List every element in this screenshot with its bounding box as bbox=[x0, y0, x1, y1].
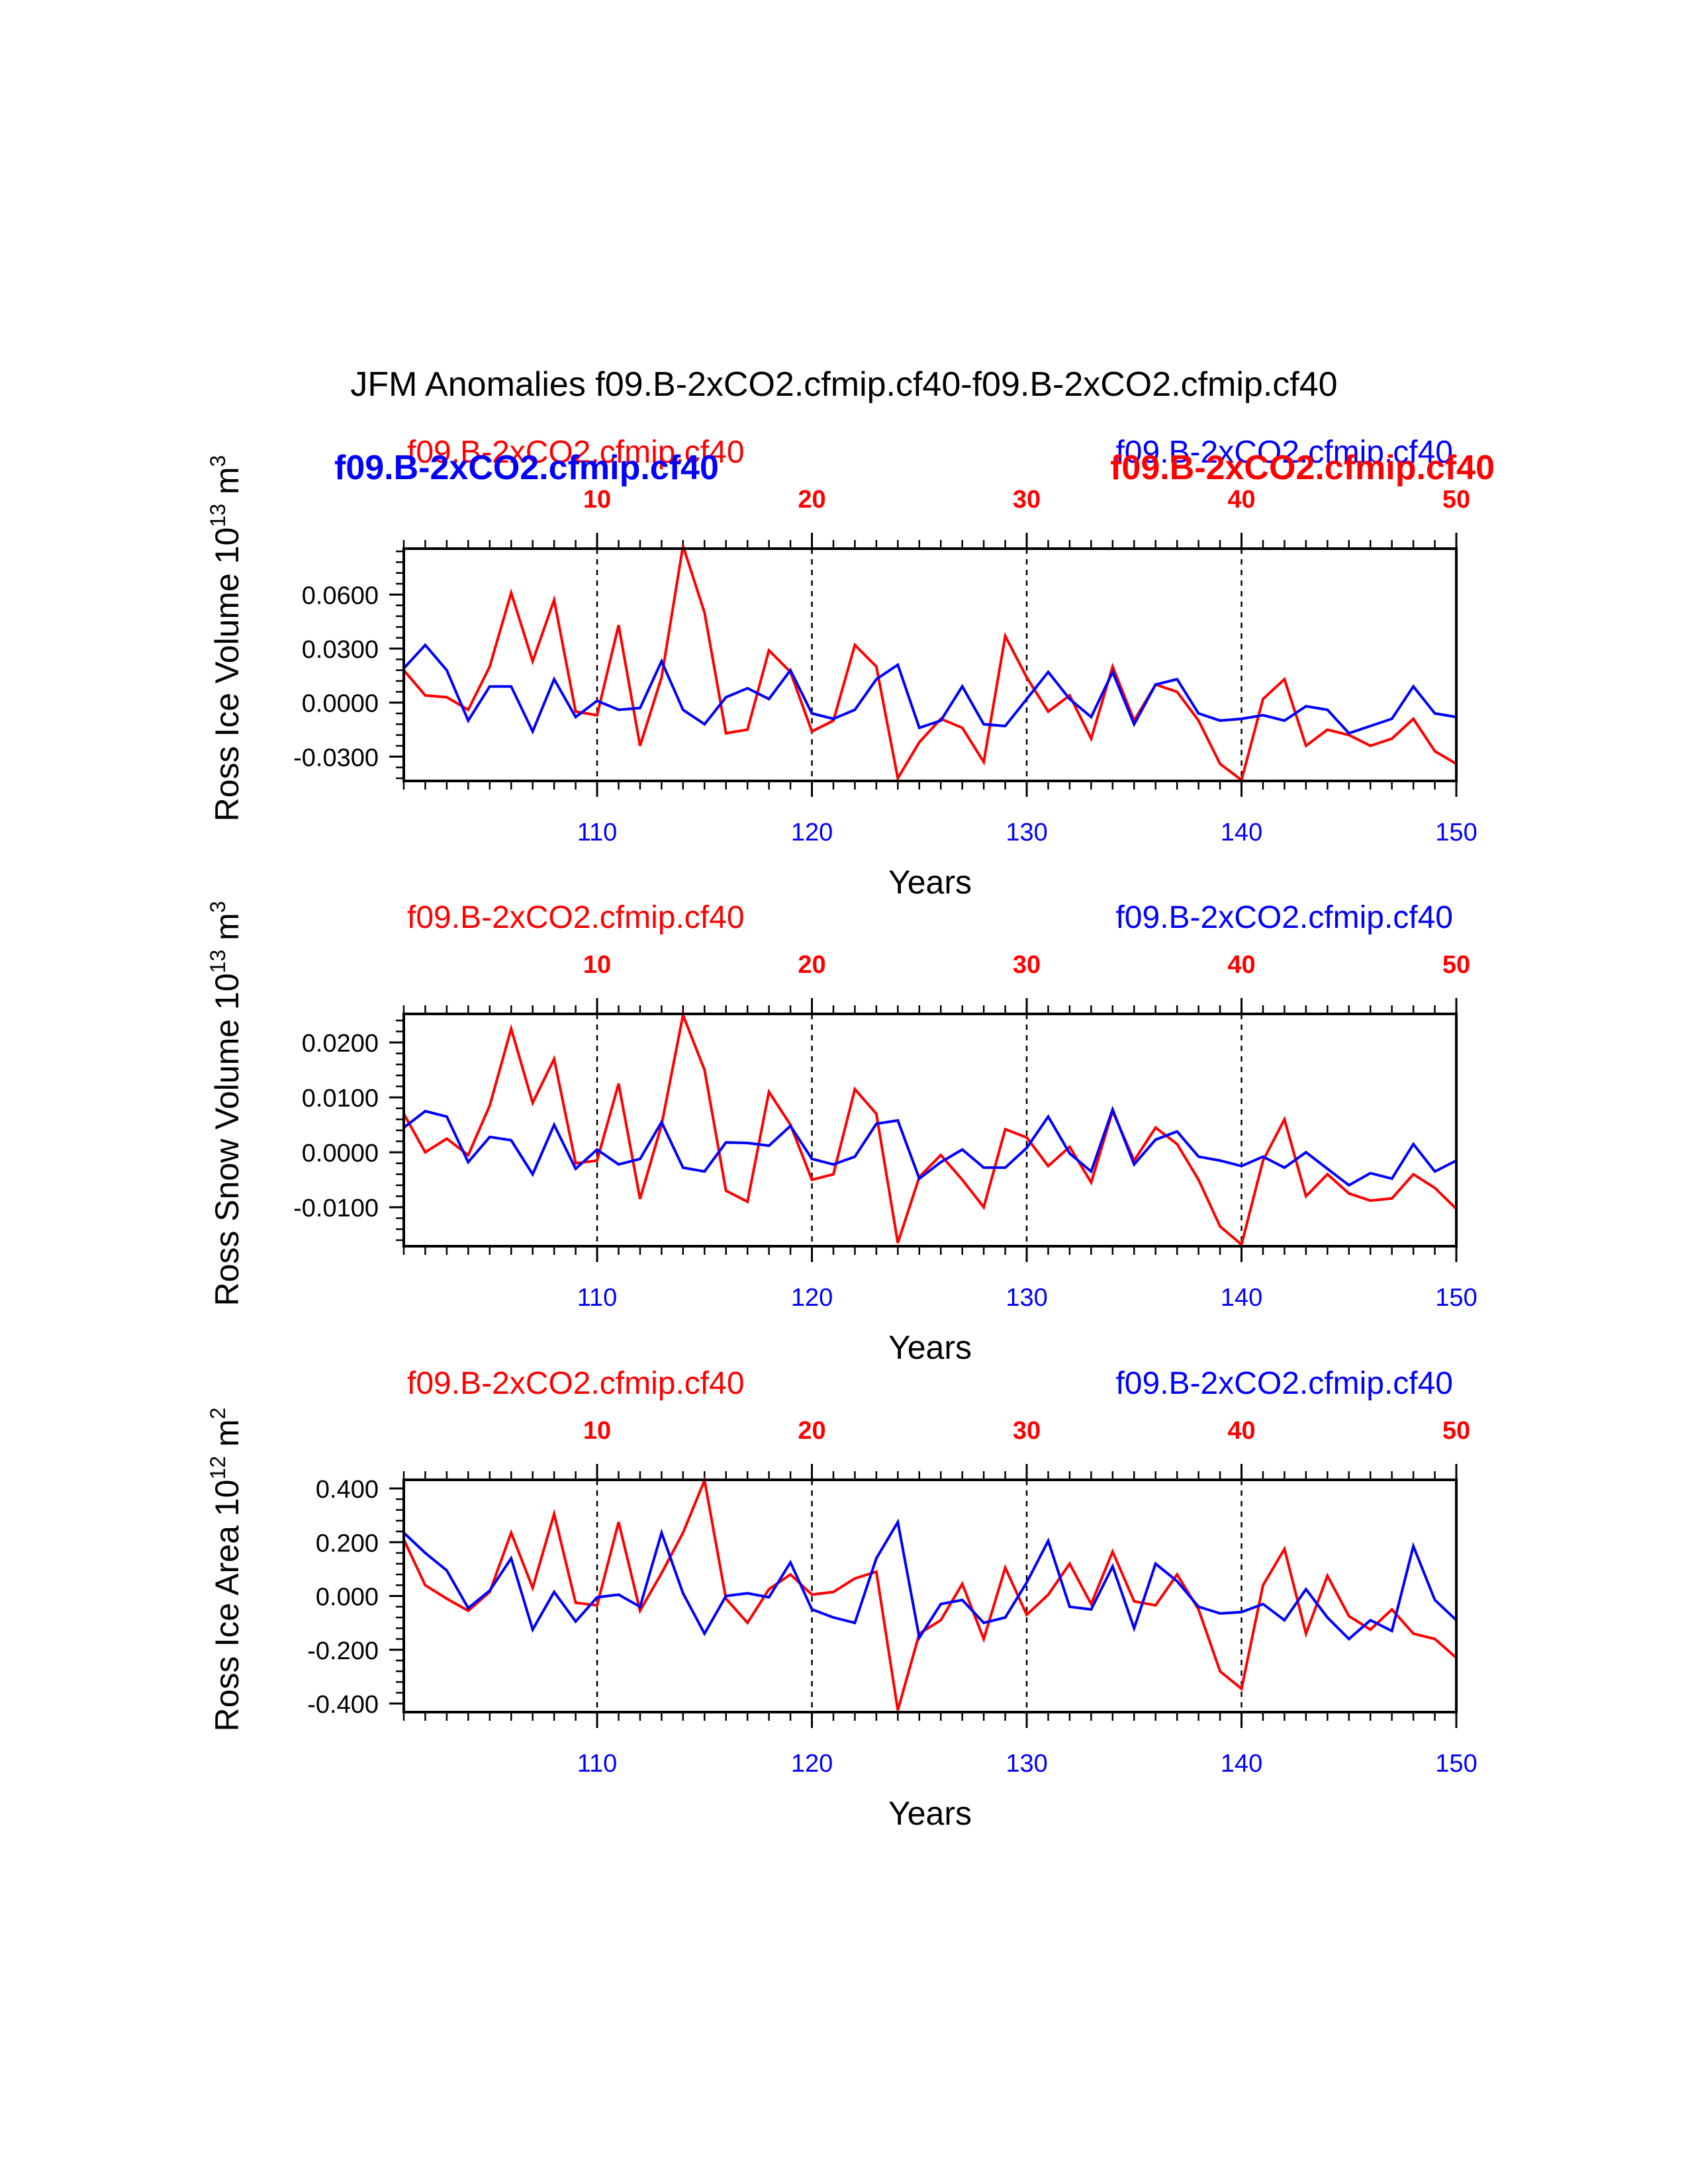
plot-frame bbox=[402, 1479, 1458, 1713]
y-tick-label: 0.400 bbox=[316, 1476, 379, 1504]
y-label-unit-exponent: 3 bbox=[206, 901, 230, 913]
top-x-tick-label: 40 bbox=[1227, 1417, 1255, 1445]
chart-panel-1: 0.0600 0.0300 0.0000 -0.0300 110 120 130 140 150… bbox=[206, 435, 1495, 901]
series-line-blue bbox=[402, 643, 1457, 735]
top-x-tick-label: 50 bbox=[1442, 1417, 1470, 1445]
x-tick-label: 150 bbox=[1435, 1284, 1477, 1312]
y-tick-label: -0.0300 bbox=[293, 744, 379, 772]
x-tick-label: 140 bbox=[1221, 1750, 1262, 1778]
y-tick-label: 0.0600 bbox=[302, 582, 379, 610]
x-axis-label: Years bbox=[888, 1329, 972, 1366]
y-tick-label: 0.200 bbox=[316, 1529, 379, 1557]
y-tick-label: 0.0200 bbox=[302, 1030, 379, 1058]
top-x-tick-label: 10 bbox=[583, 951, 611, 979]
top-x-tick-label: 50 bbox=[1442, 486, 1470, 514]
y-tick-label: -0.200 bbox=[307, 1637, 379, 1665]
x-axis-label: Years bbox=[888, 1795, 972, 1832]
y-tick-label: -0.400 bbox=[307, 1691, 379, 1719]
top-left-series-label: f09.B-2xCO2.cfmip.cf40 bbox=[407, 435, 745, 470]
y-label-text: Ross Snow Volume 10 bbox=[209, 973, 246, 1306]
top-left-series-label: f09.B-2xCO2.cfmip.cf40 bbox=[407, 1366, 745, 1401]
x-tick-label: 120 bbox=[791, 1284, 833, 1312]
series-line-blue bbox=[402, 1518, 1458, 1641]
top-x-tick-label: 10 bbox=[583, 1417, 611, 1445]
x-tick-label: 140 bbox=[1221, 819, 1262, 846]
y-tick-label: 0.0100 bbox=[302, 1085, 379, 1113]
overlay-right-series-label: f09.B-2xCO2.cfmip.cf40 bbox=[1110, 449, 1495, 487]
top-right-series-label: f09.B-2xCO2.cfmip.cf40 bbox=[1115, 435, 1453, 470]
chart-panel-2: 0.0200 0.0100 0.0000 -0.0100 110 120 130 140 150… bbox=[206, 900, 1477, 1366]
y-label-exponent: 13 bbox=[206, 950, 230, 974]
x-tick-label: 130 bbox=[1006, 1750, 1047, 1778]
top-x-tick-label: 40 bbox=[1227, 951, 1255, 979]
y-tick-label: -0.0100 bbox=[293, 1195, 379, 1222]
top-x-tick-label: 30 bbox=[1013, 1417, 1041, 1445]
y-label-unit: m bbox=[209, 913, 246, 950]
x-tick-label: 120 bbox=[791, 819, 833, 846]
top-x-tick-label: 20 bbox=[798, 1417, 825, 1445]
y-axis-label: Ross Ice Area 1012 m2 bbox=[206, 1408, 246, 1732]
x-tick-label: 110 bbox=[577, 1284, 618, 1312]
figure-title: JFM Anomalies f09.B-2xCO2.cfmip.cf40-f09… bbox=[350, 365, 1337, 404]
series-line-red bbox=[402, 1475, 1458, 1711]
x-tick-label: 150 bbox=[1435, 819, 1477, 846]
top-x-tick-label: 40 bbox=[1227, 486, 1255, 514]
plot-frame bbox=[402, 547, 1458, 782]
y-label-text: Ross Ice Area 10 bbox=[209, 1480, 246, 1732]
chart-panel-3: 0.400 0.200 0.000 -0.200 -0.400 110 120 130 140 1… bbox=[206, 1366, 1477, 1832]
x-tick-label: 140 bbox=[1221, 1284, 1262, 1312]
top-x-tick-label: 50 bbox=[1442, 951, 1470, 979]
x-axis-label: Years bbox=[888, 864, 972, 901]
top-x-tick-label: 30 bbox=[1013, 951, 1041, 979]
y-label-unit-exponent: 3 bbox=[206, 455, 230, 467]
top-right-series-label: f09.B-2xCO2.cfmip.cf40 bbox=[1115, 900, 1453, 935]
y-label-unit: m bbox=[209, 1419, 246, 1456]
top-x-tick-label: 10 bbox=[583, 486, 611, 514]
top-right-series-label: f09.B-2xCO2.cfmip.cf40 bbox=[1115, 1366, 1453, 1401]
y-tick-label: 0.000 bbox=[316, 1584, 379, 1612]
series-line-red bbox=[402, 1010, 1458, 1248]
top-x-tick-label: 30 bbox=[1013, 486, 1041, 514]
plot-frame bbox=[402, 1013, 1458, 1248]
panels: 0.0600 0.0300 0.0000 -0.0300 110 120 130 140 150… bbox=[206, 435, 1495, 1832]
overlay-left-series-label: f09.B-2xCO2.cfmip.cf40 bbox=[334, 449, 719, 487]
x-tick-label: 120 bbox=[791, 1750, 833, 1778]
y-label-text: Ross Ice Volume 10 bbox=[209, 527, 246, 822]
y-tick-label: 0.0300 bbox=[302, 636, 379, 664]
x-tick-label: 150 bbox=[1435, 1750, 1477, 1778]
x-tick-label: 130 bbox=[1006, 1284, 1047, 1312]
y-label-unit-exponent: 2 bbox=[206, 1408, 230, 1420]
x-tick-label: 110 bbox=[577, 1750, 618, 1778]
top-left-series-label: f09.B-2xCO2.cfmip.cf40 bbox=[407, 900, 745, 935]
y-axis-label: Ross Snow Volume 1013 m3 bbox=[206, 901, 246, 1306]
y-label-unit: m bbox=[209, 467, 246, 504]
x-tick-label: 110 bbox=[577, 819, 618, 846]
y-label-exponent: 13 bbox=[206, 504, 230, 527]
y-tick-label: 0.0000 bbox=[302, 1140, 379, 1167]
top-x-tick-label: 20 bbox=[798, 951, 825, 979]
y-axis-label: Ross Ice Volume 1013 m3 bbox=[206, 455, 246, 822]
x-tick-label: 130 bbox=[1006, 819, 1047, 846]
series-line-red bbox=[402, 545, 1458, 782]
top-x-tick-label: 20 bbox=[798, 486, 825, 514]
y-label-exponent: 12 bbox=[206, 1456, 230, 1480]
y-tick-label: 0.0000 bbox=[302, 690, 379, 718]
series-line-blue bbox=[402, 1105, 1457, 1187]
